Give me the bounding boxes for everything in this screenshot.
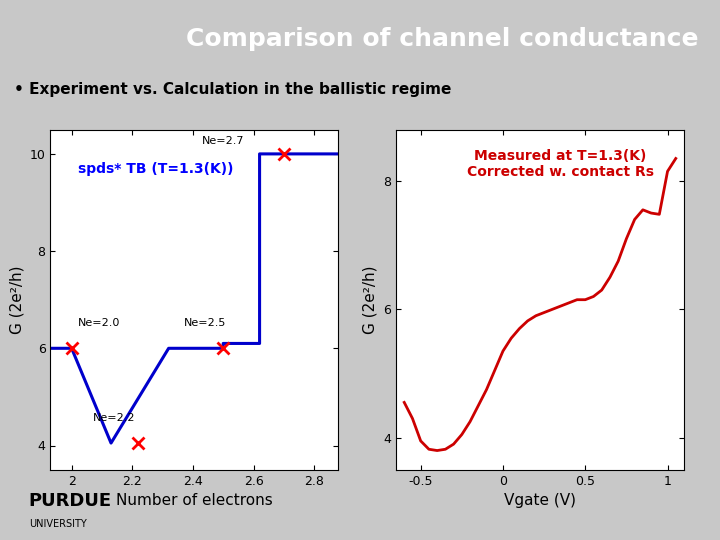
Y-axis label: G (2e²/h): G (2e²/h) bbox=[9, 266, 24, 334]
Text: Ne=2.5: Ne=2.5 bbox=[184, 319, 226, 328]
Y-axis label: G (2e²/h): G (2e²/h) bbox=[363, 266, 377, 334]
X-axis label: Number of electrons: Number of electrons bbox=[116, 493, 273, 508]
Text: spds* TB (T=1.3(K)): spds* TB (T=1.3(K)) bbox=[78, 163, 233, 177]
Text: Measured at T=1.3(K)
Corrected w. contact Rs: Measured at T=1.3(K) Corrected w. contac… bbox=[467, 149, 654, 179]
Text: • Experiment vs. Calculation in the ballistic regime: • Experiment vs. Calculation in the ball… bbox=[14, 82, 451, 97]
Text: UNIVERSITY: UNIVERSITY bbox=[29, 519, 86, 529]
X-axis label: Vgate (V): Vgate (V) bbox=[504, 493, 576, 508]
Text: Ne=2.7: Ne=2.7 bbox=[202, 136, 245, 146]
Text: Ne=2.2: Ne=2.2 bbox=[93, 413, 135, 423]
Text: Comparison of channel conductance: Comparison of channel conductance bbox=[186, 26, 698, 51]
Text: Ne=2.0: Ne=2.0 bbox=[78, 319, 120, 328]
Text: PURDUE: PURDUE bbox=[29, 492, 112, 510]
